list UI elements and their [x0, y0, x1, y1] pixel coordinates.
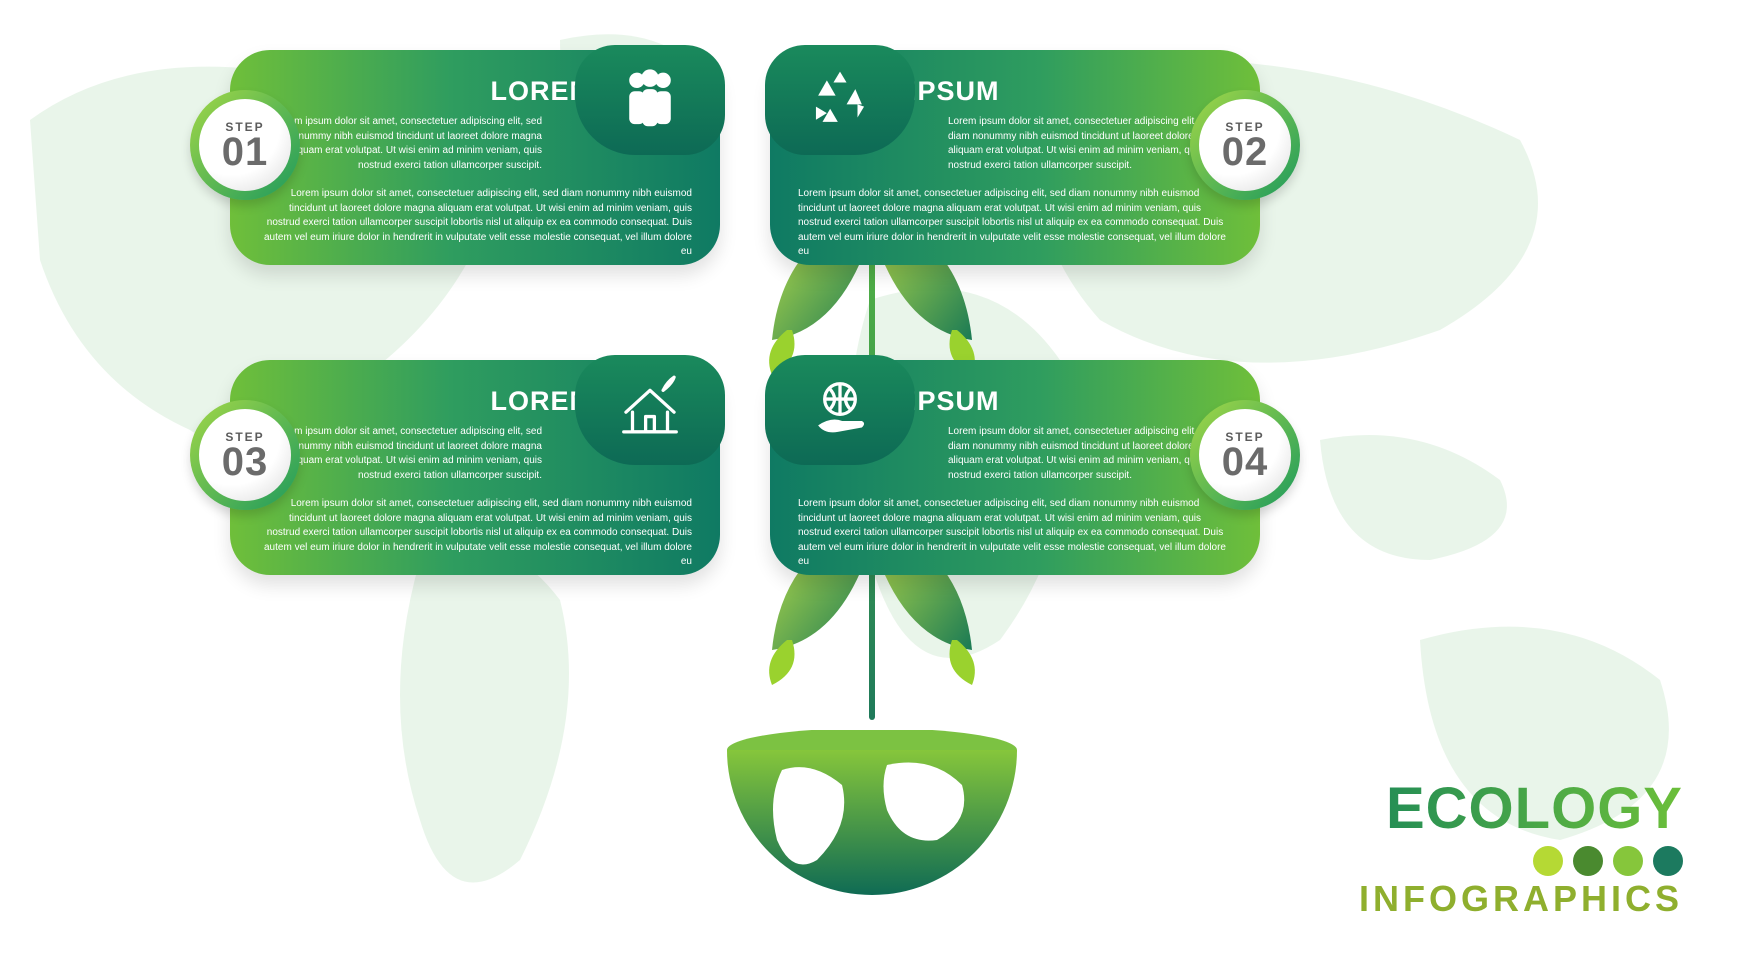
globe-hand-icon — [805, 375, 875, 445]
step-01-body-a: Lorem ipsum dolor sit amet, consectetuer… — [258, 115, 542, 173]
step-card-04: LOREM IPSUM Lorem ipsum dolor sit amet, … — [770, 360, 1260, 575]
step-01-body-b: Lorem ipsum dolor sit amet, consectetuer… — [258, 187, 692, 260]
logo-dot — [1653, 846, 1683, 876]
logo-block: ECOLOGY INFOGRAPHICS — [1359, 775, 1683, 920]
step-badge-01-inner: STEP 01 — [199, 99, 291, 191]
step-01-number: 01 — [222, 134, 269, 170]
step-card-03: LOREM IPSUM Lorem ipsum dolor sit amet, … — [230, 360, 720, 575]
step-card-02: LOREM IPSUM Lorem ipsum dolor sit amet, … — [770, 50, 1260, 265]
globe-bowl — [722, 730, 1022, 910]
logo-dots — [1359, 846, 1683, 876]
step-card-01: LOREM IPSUM Lorem ipsum dolor sit amet, … — [230, 50, 720, 265]
people-icon — [615, 65, 685, 135]
step-badge-04: STEP 04 — [1190, 400, 1300, 510]
step-02-body-b: Lorem ipsum dolor sit amet, consectetuer… — [798, 187, 1232, 260]
step-badge-02: STEP 02 — [1190, 90, 1300, 200]
step-04-body-b: Lorem ipsum dolor sit amet, consectetuer… — [798, 497, 1232, 570]
step-01-icon-lobe — [575, 45, 725, 155]
logo-dot — [1533, 846, 1563, 876]
recycle-icon — [805, 65, 875, 135]
logo-dot — [1573, 846, 1603, 876]
step-badge-01: STEP 01 — [190, 90, 300, 200]
logo-title: ECOLOGY — [1359, 775, 1683, 842]
step-badge-02-inner: STEP 02 — [1199, 99, 1291, 191]
step-02-number: 02 — [1222, 134, 1269, 170]
step-03-body-a: Lorem ipsum dolor sit amet, consectetuer… — [258, 425, 542, 483]
step-badge-03-inner: STEP 03 — [199, 409, 291, 501]
eco-house-icon — [615, 375, 685, 445]
step-03-number: 03 — [222, 444, 269, 480]
step-badge-03: STEP 03 — [190, 400, 300, 510]
step-04-icon-lobe — [765, 355, 915, 465]
step-04-number: 04 — [1222, 444, 1269, 480]
step-03-icon-lobe — [575, 355, 725, 465]
logo-subtitle: INFOGRAPHICS — [1359, 878, 1683, 920]
step-02-icon-lobe — [765, 45, 915, 155]
logo-dot — [1613, 846, 1643, 876]
step-03-body-b: Lorem ipsum dolor sit amet, consectetuer… — [258, 497, 692, 570]
step-badge-04-inner: STEP 04 — [1199, 409, 1291, 501]
